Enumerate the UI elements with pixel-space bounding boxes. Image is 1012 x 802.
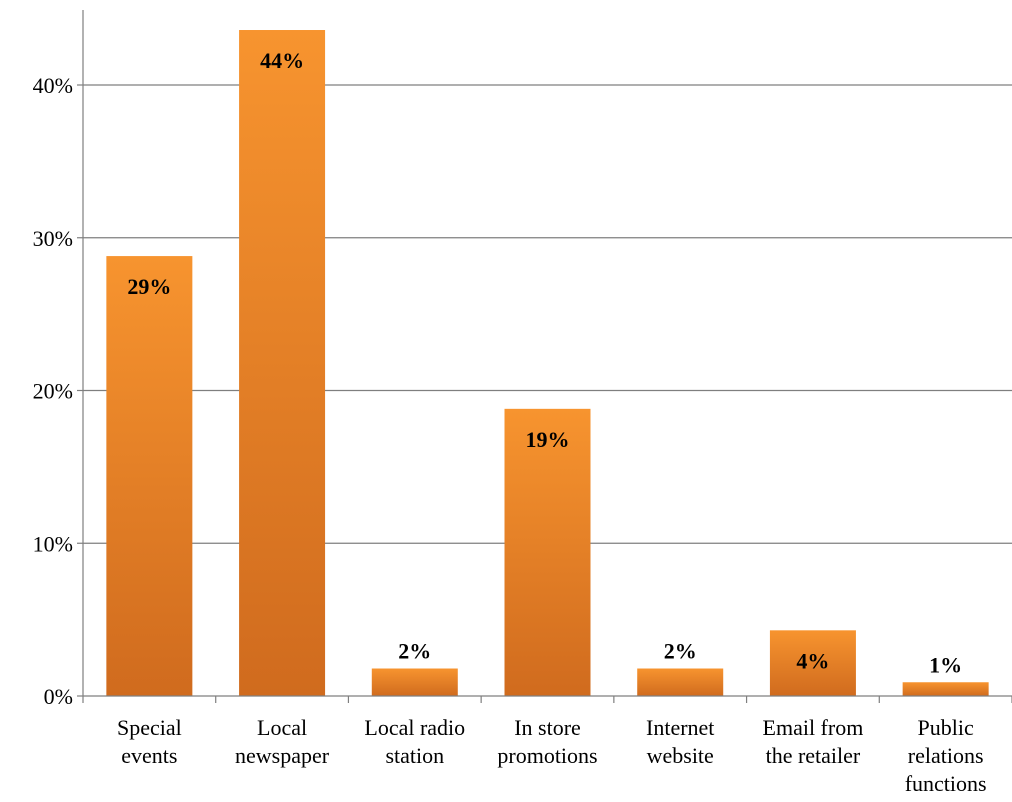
bar [637, 668, 724, 696]
data-label: 2% [398, 639, 431, 664]
bar [504, 408, 591, 696]
y-tick-label: 0% [44, 684, 73, 709]
category-label: Local newspaper [235, 715, 330, 768]
category-label: Public relations functions [905, 715, 987, 796]
bar [239, 30, 326, 696]
category-label: Internet website [646, 715, 714, 768]
category-label: Email from the retailer [763, 715, 864, 768]
y-tick-label: 40% [33, 73, 73, 98]
category-label: In store promotions [497, 715, 597, 768]
bar [769, 630, 856, 696]
data-label: 19% [526, 427, 570, 452]
bar [371, 668, 458, 696]
data-label: 2% [664, 639, 697, 664]
bar [106, 256, 193, 696]
category-label: Local radio station [364, 715, 465, 768]
axes [77, 10, 1012, 703]
y-tick-label: 30% [33, 226, 73, 251]
data-label: 29% [127, 274, 171, 299]
bar [902, 682, 989, 696]
data-label: 44% [260, 48, 304, 73]
data-label: 4% [796, 648, 829, 673]
y-tick-label: 20% [33, 379, 73, 404]
y-tick-label: 10% [33, 531, 73, 556]
bars [106, 30, 989, 696]
data-label: 1% [929, 652, 962, 677]
labels: 0% 10% 20% 30% 40% 29% Special events 44% Local ne… [33, 48, 987, 796]
category-label: Special events [117, 715, 182, 768]
